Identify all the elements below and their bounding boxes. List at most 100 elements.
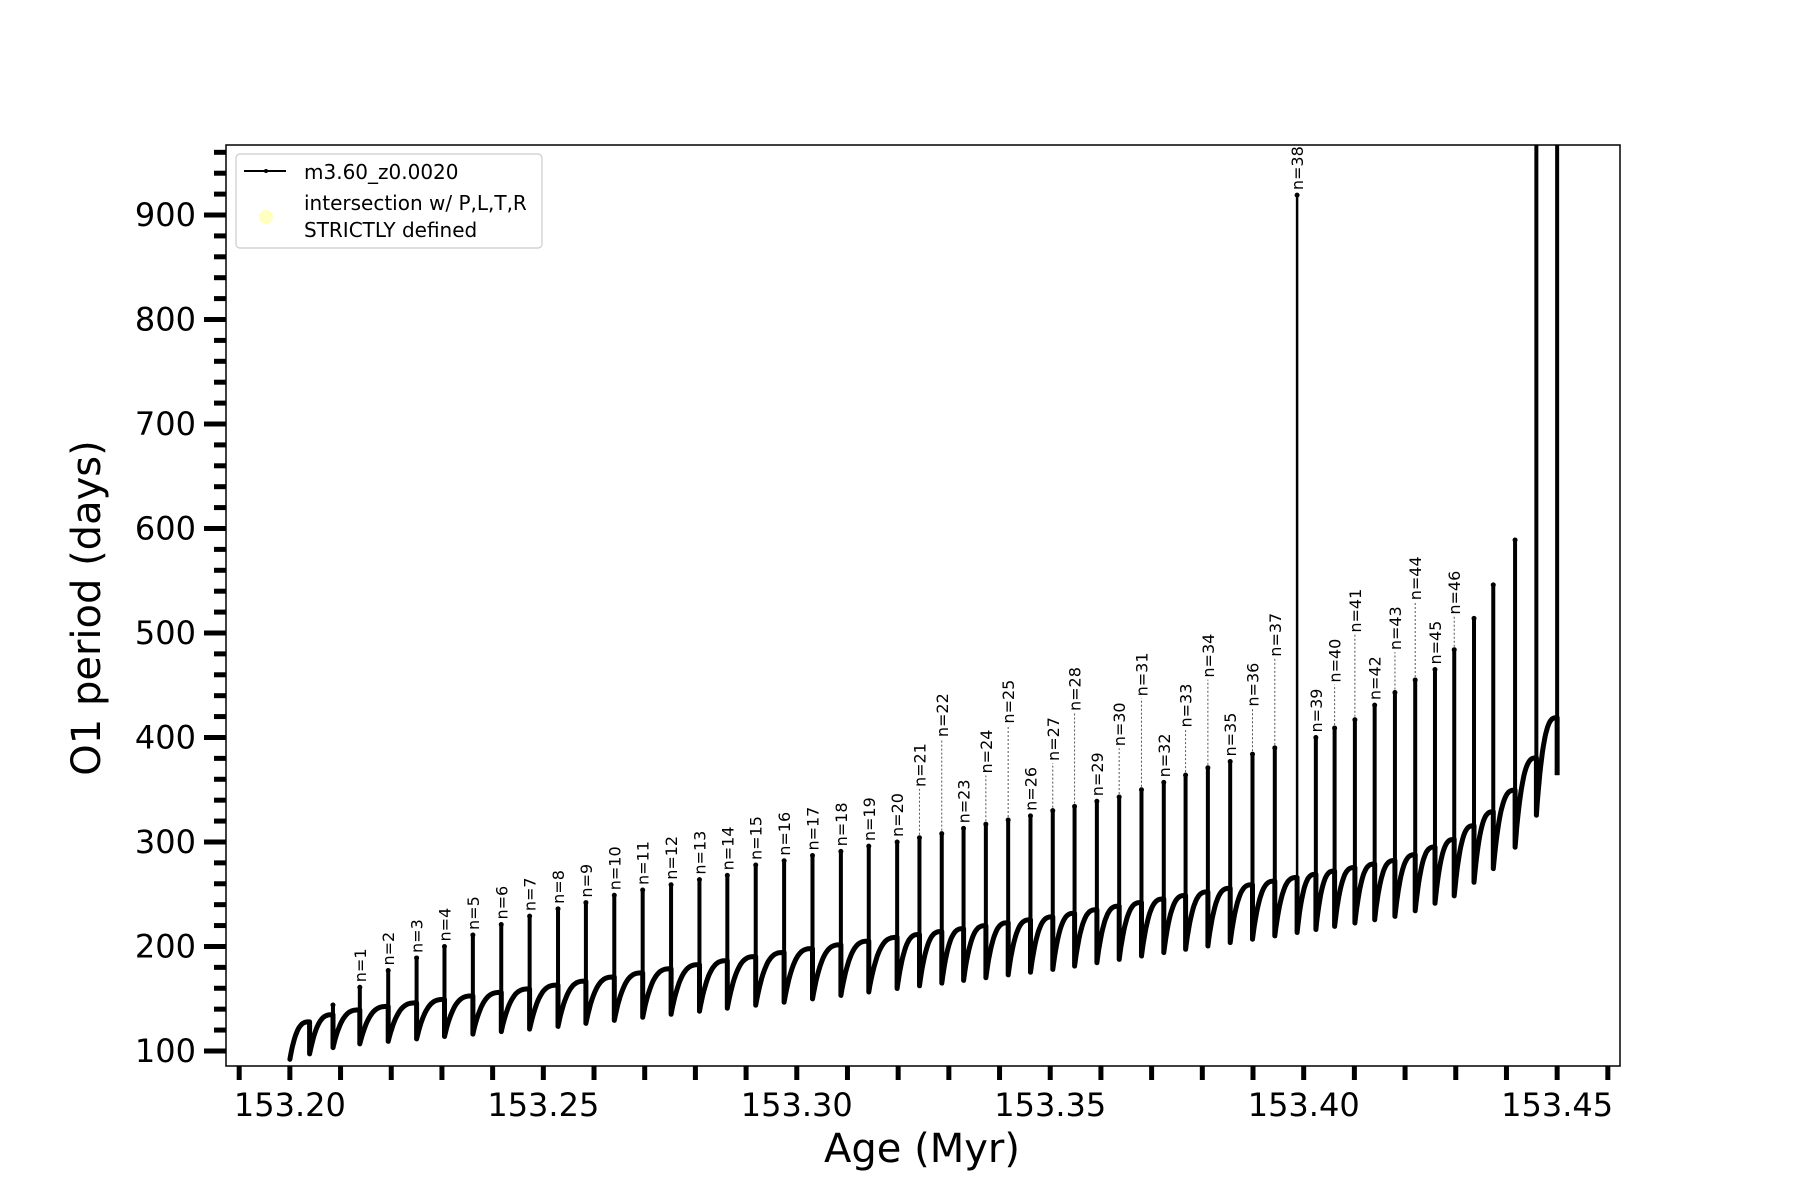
cycle-label: n=8 xyxy=(549,870,568,904)
x-tick-label: 153.40 xyxy=(1248,1086,1360,1124)
cycle-label: n=6 xyxy=(492,886,511,920)
cycle-label: n=15 xyxy=(747,816,766,860)
spike-peak-point xyxy=(1027,813,1033,819)
cycle-label: n=44 xyxy=(1406,556,1425,600)
plot-frame xyxy=(225,144,1621,1067)
spike-peak-point xyxy=(307,1024,313,1030)
spike-peak-point xyxy=(1138,787,1144,793)
cycle-label: n=38 xyxy=(1288,146,1307,190)
spike-peak-point xyxy=(1471,615,1477,621)
cycle-label: n=10 xyxy=(605,846,624,890)
cycle-label: n=14 xyxy=(718,826,737,870)
spike-peak-point xyxy=(961,825,967,831)
spike-peak-point xyxy=(838,848,844,854)
spike-peak-point xyxy=(1490,582,1496,588)
cycle-label: n=3 xyxy=(408,919,427,953)
spike-peak-point xyxy=(1512,537,1518,543)
y-tick-label: 200 xyxy=(135,927,196,965)
cycle-label: n=28 xyxy=(1066,667,1085,711)
cycle-label: n=5 xyxy=(464,896,483,930)
legend-label-intersection-2: STRICTLY defined xyxy=(304,218,477,242)
y-tick-label: 300 xyxy=(135,823,196,861)
spike-peak-point xyxy=(1412,677,1418,683)
cycle-label: n=4 xyxy=(435,908,454,942)
cycle-label: n=1 xyxy=(351,948,370,982)
spike-peak-point xyxy=(583,900,589,906)
y-tick-label: 100 xyxy=(135,1032,196,1070)
spike-peak-point xyxy=(1392,690,1398,696)
cycle-label: n=23 xyxy=(955,779,974,823)
y-tick-label: 600 xyxy=(135,509,196,547)
cycle-label: n=45 xyxy=(1426,621,1445,665)
cycle-label: n=20 xyxy=(888,793,907,837)
x-tick-label: 153.20 xyxy=(234,1086,346,1124)
spike-peak-point xyxy=(1332,725,1338,731)
spike-peak-point xyxy=(527,913,533,919)
cycle-label: n=25 xyxy=(999,680,1018,724)
x-axis-label: Age (Myr) xyxy=(824,1126,1020,1172)
spike-peak-point xyxy=(470,932,476,938)
spike-peak-point xyxy=(385,967,391,973)
spike-peak-point xyxy=(1094,798,1100,804)
spike-peak-point xyxy=(441,943,447,949)
spike-peak-point xyxy=(696,877,702,883)
spike-peak-point xyxy=(1352,717,1358,723)
spike-peak-point xyxy=(555,906,561,912)
cycle-label: n=18 xyxy=(832,802,851,846)
y-tick-label: 500 xyxy=(135,614,196,652)
cycle-label: n=12 xyxy=(662,836,681,880)
cycle-label: n=41 xyxy=(1346,589,1365,633)
legend-label-intersection-1: intersection w/ P,L,T,R xyxy=(304,191,527,215)
cycle-label: n=24 xyxy=(977,730,996,774)
cycle-label: n=35 xyxy=(1221,713,1240,757)
cycle-label: n=13 xyxy=(690,831,709,875)
legend-intersection-marker xyxy=(259,210,273,224)
spike-peak-point xyxy=(1050,808,1056,814)
spike-peak-point xyxy=(724,872,730,878)
x-tick-label: 153.30 xyxy=(741,1086,853,1124)
spike-peak-point xyxy=(1227,759,1233,765)
spike-peak-point xyxy=(866,843,872,849)
cycle-label: n=7 xyxy=(521,877,540,911)
legend-dot-marker xyxy=(264,169,268,173)
cycle-label: n=26 xyxy=(1021,767,1040,811)
cycle-label: n=46 xyxy=(1445,571,1464,615)
cycle-label: n=37 xyxy=(1266,613,1285,657)
y-tick-label: 900 xyxy=(135,196,196,234)
spike-peak-point xyxy=(668,882,674,888)
spike-peak-point xyxy=(357,984,363,990)
cycle-label: n=2 xyxy=(379,932,398,966)
spike-peak-point xyxy=(809,853,815,859)
y-tick-label: 400 xyxy=(135,718,196,756)
period-curve xyxy=(287,715,1560,1062)
spike-peak-point xyxy=(611,892,617,898)
spike-peak-point xyxy=(1072,803,1078,809)
cycle-label: n=42 xyxy=(1366,656,1385,700)
cycle-label: n=29 xyxy=(1088,752,1107,796)
cycle-label: n=39 xyxy=(1307,689,1326,733)
spike-peak-point xyxy=(1313,734,1319,740)
spike-peak-point xyxy=(1005,817,1011,823)
cycle-label: n=34 xyxy=(1199,634,1218,678)
spike-peak-point xyxy=(894,839,900,845)
legend-label-model: m3.60_z0.0020 xyxy=(304,160,459,184)
x-tick-label: 153.25 xyxy=(487,1086,599,1124)
legend-frame xyxy=(235,153,543,249)
y-tick-label: 700 xyxy=(135,405,196,443)
spike-peak-point xyxy=(939,831,945,837)
spike-peak-point xyxy=(1272,745,1278,751)
spike-peak-point xyxy=(916,835,922,841)
cycle-label: n=21 xyxy=(910,743,929,787)
y-tick-label: 800 xyxy=(135,301,196,339)
spike-peak-point xyxy=(1205,765,1211,771)
x-tick-label: 153.35 xyxy=(994,1086,1106,1124)
cycle-label: n=30 xyxy=(1110,702,1129,746)
spike-peak-point xyxy=(640,887,646,893)
spike-peak-point xyxy=(753,862,759,868)
cycle-label: n=32 xyxy=(1155,734,1174,778)
spike-peak-point xyxy=(1294,192,1300,198)
cycle-label: n=43 xyxy=(1386,606,1405,650)
spike-peak-point xyxy=(1116,794,1122,800)
spike-peak-point xyxy=(781,858,787,864)
spike-peak-point xyxy=(1249,751,1255,757)
